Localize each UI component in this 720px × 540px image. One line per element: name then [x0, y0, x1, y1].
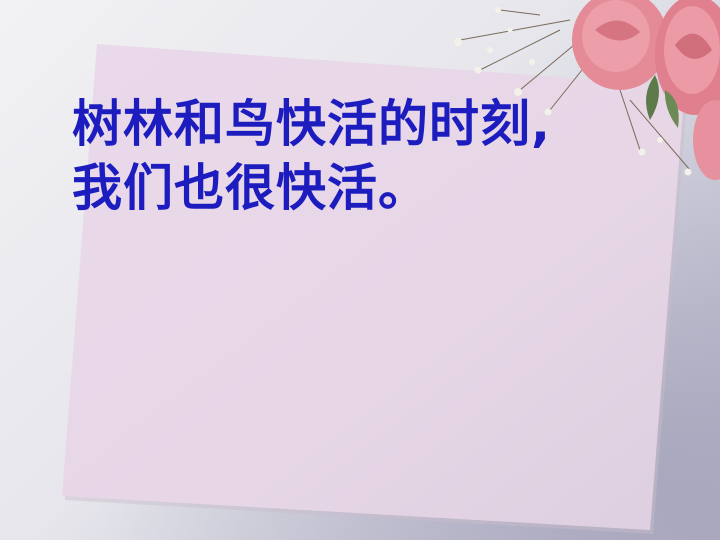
rose-decoration [420, 0, 720, 200]
text-line-2: 我们也很快活。 [72, 159, 429, 217]
text-line-1: 树林和鸟快活的时刻, [72, 95, 551, 153]
roses-illustration [454, 0, 720, 180]
slide-text: 树林和鸟快活的时刻, 我们也很快活。 [72, 92, 672, 220]
